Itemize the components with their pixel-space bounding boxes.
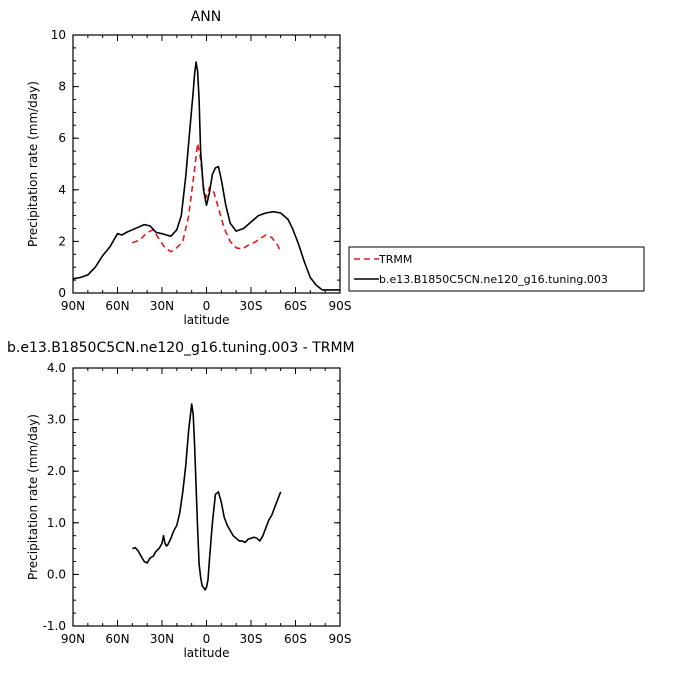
y-tick-label: 4.0	[47, 361, 66, 375]
y-tick-label: 10	[51, 28, 66, 42]
x-tick-label: 90N	[61, 632, 85, 646]
plot-frame	[72, 34, 341, 294]
x-tick-label: 30N	[150, 299, 174, 313]
y-axis-label: Precipitation rate (mm/day)	[26, 81, 40, 247]
x-tick-label: 90N	[61, 299, 85, 313]
series-line-0	[132, 403, 282, 591]
y-tick-label: 1.0	[47, 516, 66, 530]
y-tick-label: 8	[58, 80, 66, 94]
x-axis-label: latitude	[183, 313, 229, 327]
y-tick-label: 0.0	[47, 567, 66, 581]
x-tick-label: 30S	[240, 632, 263, 646]
x-tick-label: 90S	[329, 299, 352, 313]
series-line-0	[132, 142, 282, 253]
y-tick-label: 2.0	[47, 464, 66, 478]
top-panel-ann: ANN 90N 60N 30N 0 30S 60S 90S 0 2 4 6 8 10 latitude Pre…	[26, 9, 645, 327]
legend-box	[348, 246, 645, 292]
chart-title: b.e13.B1850C5CN.ne120_g16.tuning.003 - T…	[7, 340, 355, 356]
x-axis-label: latitude	[183, 646, 229, 660]
y-tick-label: -1.0	[43, 619, 66, 633]
x-tick-label: 60N	[105, 299, 129, 313]
x-tick-label: 0	[203, 632, 211, 646]
x-tick-label: 60S	[284, 632, 307, 646]
y-tick-label: 3.0	[47, 413, 66, 427]
x-tick-label: 90S	[329, 632, 352, 646]
y-axis-label: Precipitation rate (mm/day)	[26, 414, 40, 580]
y-tick-label: 6	[58, 131, 66, 145]
x-tick-label: 0	[203, 299, 211, 313]
x-tick-label: 60S	[284, 299, 307, 313]
legend-label: TRMM	[378, 253, 412, 266]
y-tick-label: 0	[58, 286, 66, 300]
x-tick-label: 30N	[150, 632, 174, 646]
bottom-panel-difference: b.e13.B1850C5CN.ne120_g16.tuning.003 - T…	[7, 340, 355, 660]
y-tick-label: 2	[58, 234, 66, 248]
series-line-1	[72, 61, 340, 291]
legend-label: b.e13.B1850C5CN.ne120_g16.tuning.003	[379, 273, 608, 286]
chart-title: ANN	[191, 9, 222, 25]
x-tick-label: 60N	[105, 632, 129, 646]
x-tick-label: 30S	[240, 299, 263, 313]
y-tick-label: 4	[58, 183, 66, 197]
